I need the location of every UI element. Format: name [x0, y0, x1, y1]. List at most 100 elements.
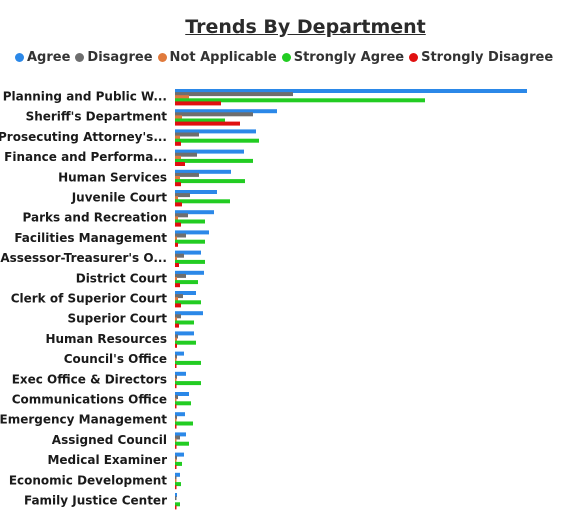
bar-strongly-disagree[interactable] — [175, 162, 185, 166]
bar-agree[interactable] — [175, 291, 196, 295]
bar-agree[interactable] — [175, 190, 217, 194]
category-group[interactable]: Finance and Performa... — [4, 149, 253, 166]
bar-disagree[interactable] — [175, 273, 186, 278]
category-group[interactable]: Medical Examiner — [47, 452, 184, 469]
bar-strongly-disagree[interactable] — [175, 242, 178, 247]
bar-disagree[interactable] — [175, 395, 178, 400]
bar-strongly-agree[interactable] — [175, 158, 253, 163]
bar-agree[interactable] — [175, 169, 231, 174]
category-group[interactable]: Facilities Management — [14, 230, 209, 247]
category-group[interactable]: Parks and Recreation — [23, 210, 214, 227]
bar-strongly-disagree[interactable] — [175, 404, 177, 409]
bar-agree[interactable] — [175, 270, 204, 275]
bar-strongly-agree[interactable] — [175, 401, 191, 406]
bar-not-applicable[interactable] — [175, 135, 180, 140]
bar-disagree[interactable] — [175, 475, 177, 480]
bar-disagree[interactable] — [175, 112, 253, 117]
category-group[interactable]: Planning and Public W... — [3, 89, 527, 106]
bar-agree[interactable] — [175, 351, 184, 356]
bar-strongly-agree[interactable] — [175, 502, 180, 507]
bar-strongly-agree[interactable] — [175, 179, 245, 184]
bar-disagree[interactable] — [175, 213, 188, 218]
bar-strongly-agree[interactable] — [175, 280, 198, 285]
bar-strongly-disagree[interactable] — [175, 384, 177, 389]
bar-disagree[interactable] — [175, 152, 197, 157]
bar-strongly-disagree[interactable] — [175, 182, 181, 187]
bar-not-applicable[interactable] — [175, 337, 177, 342]
bar-agree[interactable] — [175, 432, 186, 437]
category-group[interactable]: Juvenile Court — [71, 190, 230, 207]
bar-not-applicable[interactable] — [175, 216, 178, 221]
category-group[interactable]: Exec Office & Directors — [12, 371, 201, 389]
bar-agree[interactable] — [175, 89, 527, 93]
bar-strongly-disagree[interactable] — [175, 263, 179, 267]
bar-strongly-agree[interactable] — [175, 320, 194, 325]
legend[interactable]: Agree Disagree Not Applicable Strongly Agre… — [15, 50, 558, 65]
bar-strongly-agree[interactable] — [175, 441, 189, 446]
bar-disagree[interactable] — [175, 314, 181, 319]
legend-item-strongly-disagree[interactable]: Strongly Disagree — [409, 50, 553, 65]
bar-not-applicable[interactable] — [175, 479, 177, 483]
bar-not-applicable[interactable] — [175, 297, 178, 302]
bar-disagree[interactable] — [175, 455, 177, 460]
bar-agree[interactable] — [175, 472, 180, 477]
bar-disagree[interactable] — [175, 374, 177, 379]
bar-disagree[interactable] — [175, 92, 293, 97]
bar-disagree[interactable] — [175, 435, 180, 440]
bar-strongly-disagree[interactable] — [175, 101, 221, 106]
category-group[interactable]: Assessor-Treasurer's O... — [0, 250, 205, 267]
bar-disagree[interactable] — [175, 354, 177, 359]
bar-strongly-agree[interactable] — [175, 259, 205, 264]
bar-agree[interactable] — [175, 210, 214, 215]
bar-agree[interactable] — [175, 311, 203, 316]
category-group[interactable]: Human Resources — [45, 331, 196, 348]
bar-strongly-disagree[interactable] — [175, 323, 179, 328]
bar-not-applicable[interactable] — [175, 438, 177, 443]
bar-strongly-disagree[interactable] — [175, 141, 181, 146]
bar-strongly-agree[interactable] — [175, 199, 230, 204]
category-group[interactable]: Family Justice Center — [24, 493, 180, 510]
bar-strongly-disagree[interactable] — [175, 444, 177, 449]
bar-strongly-disagree[interactable] — [175, 202, 182, 207]
bar-agree[interactable] — [175, 109, 277, 114]
category-group[interactable]: Sheriff's Department — [26, 109, 277, 126]
bar-not-applicable[interactable] — [175, 155, 181, 160]
bar-agree[interactable] — [175, 392, 189, 396]
bar-agree[interactable] — [175, 493, 177, 497]
bar-strongly-disagree[interactable] — [175, 465, 177, 469]
category-group[interactable]: Prosecuting Attorney's... — [0, 129, 259, 146]
bar-strongly-agree[interactable] — [175, 118, 225, 123]
bar-not-applicable[interactable] — [175, 277, 177, 281]
bar-not-applicable[interactable] — [175, 418, 177, 423]
category-group[interactable]: Assigned Council — [52, 432, 189, 449]
bar-not-applicable[interactable] — [175, 256, 177, 261]
category-group[interactable]: District Court — [76, 270, 204, 288]
bar-strongly-agree[interactable] — [175, 340, 196, 345]
category-group[interactable]: Economic Development — [9, 472, 181, 490]
bar-strongly-disagree[interactable] — [175, 424, 177, 429]
bar-not-applicable[interactable] — [175, 458, 177, 463]
bar-strongly-disagree[interactable] — [175, 364, 177, 368]
category-group[interactable]: Council's Office — [64, 351, 201, 368]
bar-agree[interactable] — [175, 230, 209, 235]
bar-agree[interactable] — [175, 149, 244, 154]
bar-strongly-disagree[interactable] — [175, 222, 181, 227]
bar-disagree[interactable] — [175, 415, 177, 420]
bar-not-applicable[interactable] — [175, 196, 178, 201]
bar-agree[interactable] — [175, 452, 184, 457]
category-group[interactable]: Communications Office — [12, 392, 191, 409]
bar-strongly-disagree[interactable] — [175, 121, 240, 126]
bar-strongly-agree[interactable] — [175, 381, 201, 386]
bar-strongly-disagree[interactable] — [175, 485, 177, 490]
bar-strongly-agree[interactable] — [175, 482, 181, 487]
bar-not-applicable[interactable] — [175, 398, 177, 403]
legend-item-not-applicable[interactable]: Not Applicable — [157, 50, 277, 65]
bar-disagree[interactable] — [175, 193, 190, 198]
bar-strongly-agree[interactable] — [175, 421, 193, 426]
bar-strongly-agree[interactable] — [175, 300, 201, 305]
bar-strongly-disagree[interactable] — [175, 283, 180, 288]
bar-agree[interactable] — [175, 331, 194, 336]
bar-disagree[interactable] — [175, 496, 177, 501]
bar-agree[interactable] — [175, 412, 185, 417]
bar-disagree[interactable] — [175, 253, 184, 258]
